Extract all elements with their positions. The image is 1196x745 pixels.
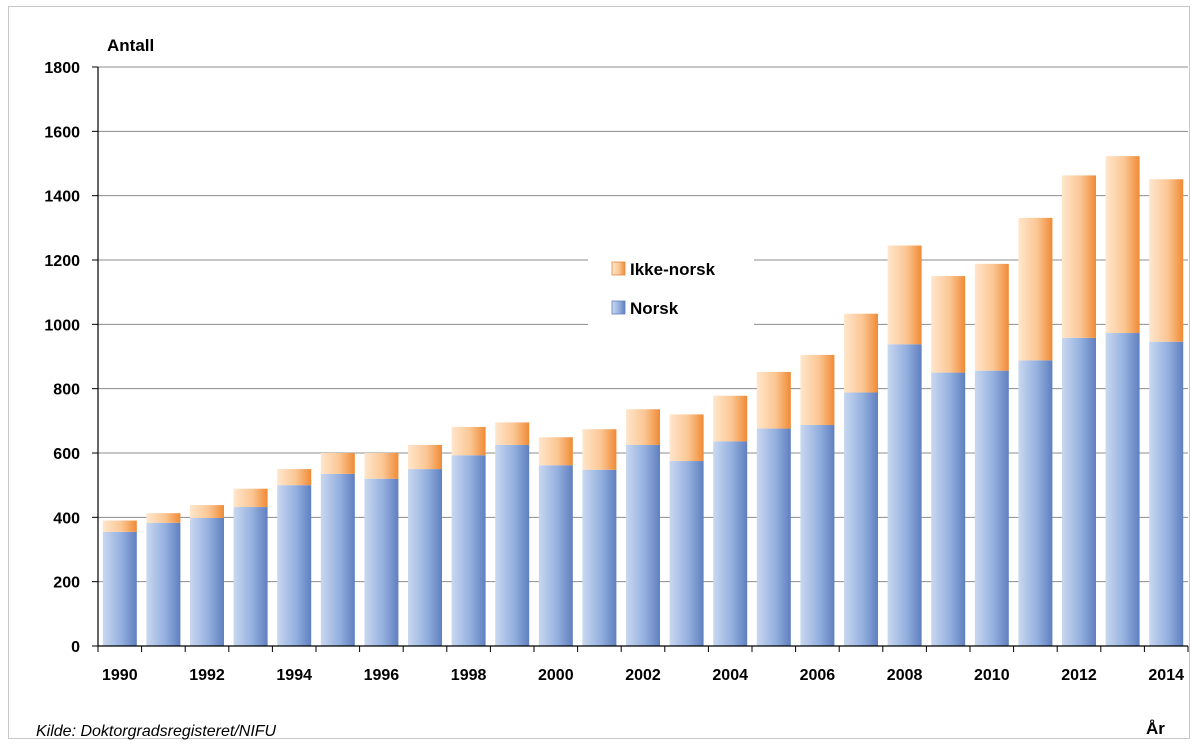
bar-ikke-norsk-1992: [189, 505, 225, 518]
bar-norsk-2002: [625, 444, 661, 646]
chart-frame: [8, 6, 1190, 739]
bar-norsk-2014: [1149, 341, 1184, 646]
bar-ikke-norsk-1995: [320, 453, 355, 474]
y-tick-labels: 0 200 400 600 800 1000 1200 1400 1600 1800: [44, 60, 80, 656]
bar-ikke-norsk-2007: [843, 313, 879, 393]
bar-norsk-1996: [364, 478, 399, 646]
x-tick-label: 1992: [189, 667, 225, 684]
bar-ikke-norsk-2003: [669, 414, 704, 462]
bar-ikke-norsk-1997: [407, 444, 443, 470]
x-tick-label: 1998: [451, 667, 487, 684]
bar-norsk-2001: [582, 469, 617, 646]
bar-ikke-norsk-1993: [233, 488, 268, 508]
y-tick-label: 1800: [44, 60, 80, 77]
bar-norsk-1997: [407, 469, 443, 646]
bar-norsk-2000: [538, 465, 573, 646]
bar-ikke-norsk-2009: [931, 276, 966, 373]
legend-swatch-norsk: [611, 300, 626, 315]
bar-ikke-norsk-2000: [538, 437, 573, 466]
x-tick-label: 2010: [974, 667, 1010, 684]
x-tick-label: 1994: [276, 667, 312, 684]
y-tick-label: 400: [53, 510, 80, 527]
bar-ikke-norsk-2012: [1061, 175, 1097, 338]
bar-norsk-2005: [756, 428, 791, 646]
bar-ikke-norsk-1990: [102, 520, 137, 532]
bar-ikke-norsk-2006: [800, 354, 835, 426]
x-axis-title: År: [1146, 719, 1165, 738]
bar-norsk-2006: [800, 425, 835, 646]
bar-ikke-norsk-1998: [451, 426, 486, 456]
bar-norsk-1990: [102, 531, 137, 646]
bar-norsk-1994: [277, 485, 312, 646]
x-tick-labels: 1990 1992 1994 1996 1998 2000 2002 2004 2006 2008…: [102, 667, 1184, 684]
y-tick-label: 0: [71, 639, 80, 656]
x-tick-label: 2012: [1061, 667, 1097, 684]
bar-norsk-2003: [669, 461, 704, 646]
y-tick-label: 1400: [44, 189, 80, 206]
bar-ikke-norsk-2005: [756, 371, 791, 429]
x-tick-label: 2014: [1148, 667, 1184, 684]
bar-norsk-2011: [1018, 360, 1053, 646]
bar-norsk-2013: [1105, 333, 1140, 646]
y-tick-label: 1600: [44, 124, 80, 141]
bar-norsk-2010: [974, 370, 1009, 646]
y-tick-label: 1200: [44, 253, 80, 270]
x-tick-label: 2008: [887, 667, 923, 684]
x-tick-label: 2006: [800, 667, 836, 684]
x-tick-label: 2004: [712, 667, 748, 684]
legend-background: [588, 242, 754, 332]
x-tick-label: 2002: [625, 667, 661, 684]
bar-ikke-norsk-1991: [146, 513, 181, 523]
x-tick-label: 1990: [102, 667, 138, 684]
bar-norsk-1999: [495, 444, 530, 646]
y-axis-title: Antall: [107, 36, 154, 55]
bar-ikke-norsk-2001: [582, 429, 617, 470]
bar-norsk-2004: [713, 441, 748, 646]
bar-norsk-2007: [843, 392, 879, 646]
axes: [97, 67, 1189, 652]
y-tick-label: 1000: [44, 317, 80, 334]
y-tick-label: 800: [53, 382, 80, 399]
bars: [102, 156, 1184, 646]
bar-norsk-1995: [320, 473, 355, 646]
bar-norsk-1993: [233, 507, 268, 646]
bar-norsk-2009: [931, 372, 966, 646]
legend-label-norsk: Norsk: [630, 299, 679, 318]
bar-ikke-norsk-2014: [1149, 179, 1184, 342]
source-note: Kilde: Doktorgradsregisteret/NIFU: [36, 723, 277, 740]
y-tick-label: 600: [53, 446, 80, 463]
bar-ikke-norsk-2004: [713, 395, 748, 442]
x-tick-label: 2000: [538, 667, 574, 684]
x-tick-label: 1996: [364, 667, 400, 684]
bar-ikke-norsk-1996: [364, 453, 399, 479]
bar-ikke-norsk-1994: [277, 469, 312, 486]
bar-norsk-1998: [451, 455, 486, 646]
legend-label-ikke-norsk: Ikke-norsk: [630, 260, 716, 279]
legend-swatch-ikke-norsk: [611, 261, 626, 276]
bar-ikke-norsk-1999: [495, 422, 530, 445]
bar-norsk-1992: [189, 517, 225, 646]
bar-ikke-norsk-2002: [625, 409, 661, 445]
bar-ikke-norsk-2011: [1018, 217, 1053, 361]
bar-ikke-norsk-2013: [1105, 156, 1140, 334]
y-tick-label: 200: [53, 575, 80, 592]
bar-ikke-norsk-2010: [974, 263, 1009, 371]
bar-norsk-1991: [146, 522, 181, 646]
bar-norsk-2008: [887, 344, 922, 646]
bar-norsk-2012: [1061, 337, 1097, 646]
bar-ikke-norsk-2008: [887, 245, 922, 345]
